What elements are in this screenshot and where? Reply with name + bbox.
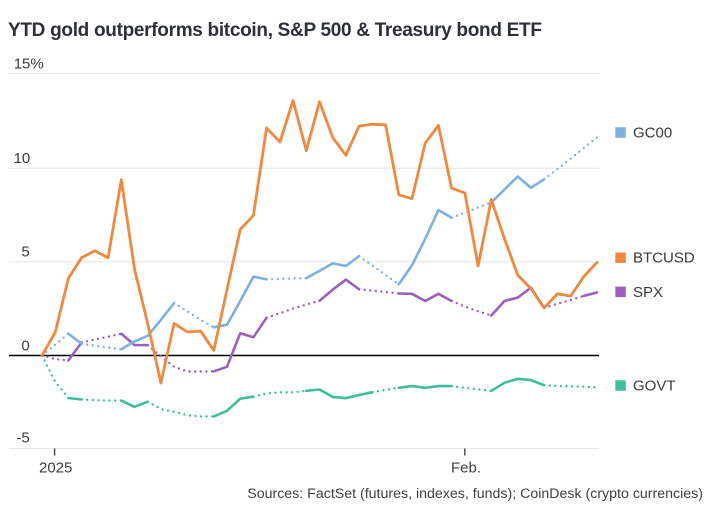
svg-text:0: 0: [21, 337, 29, 354]
svg-text:-5: -5: [16, 430, 29, 447]
svg-text:15%: 15%: [14, 55, 44, 72]
svg-text:5: 5: [21, 244, 29, 261]
svg-text:Feb.: Feb.: [451, 459, 481, 476]
svg-text:GC00: GC00: [633, 125, 672, 142]
svg-text:2025: 2025: [39, 460, 72, 477]
svg-text:10: 10: [14, 150, 31, 167]
svg-text:SPX: SPX: [633, 284, 663, 301]
svg-text:BTCUSD: BTCUSD: [633, 250, 695, 267]
svg-text:GOVT: GOVT: [633, 378, 676, 395]
